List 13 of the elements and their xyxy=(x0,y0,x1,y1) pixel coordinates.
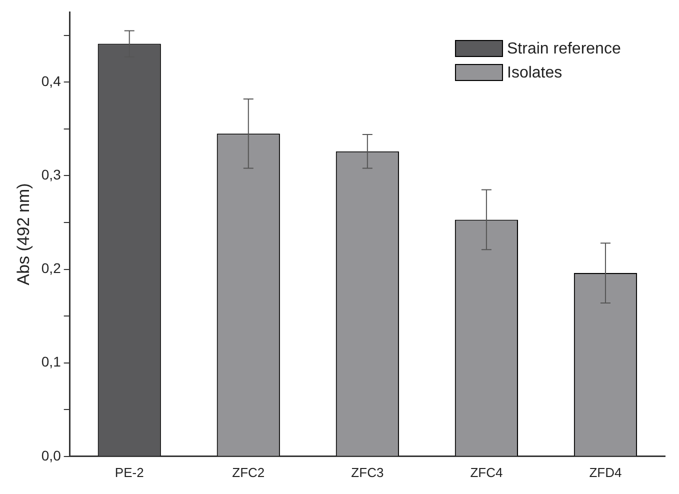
legend-label: Strain reference xyxy=(507,40,621,58)
y-tick-label: 0,1 xyxy=(41,354,62,370)
x-tick-label: ZFC3 xyxy=(351,464,384,480)
x-tick-label: ZFD4 xyxy=(589,464,622,480)
y-tick-label: 0,4 xyxy=(41,73,62,90)
x-tick-label: PE-2 xyxy=(114,464,144,480)
y-tick-label: 0,3 xyxy=(41,166,62,183)
y-tick-label: 0,0 xyxy=(41,447,62,464)
x-tick-label: ZFC2 xyxy=(232,464,265,480)
x-tick-label: ZFC4 xyxy=(470,464,503,480)
y-axis-title: Abs (492 nm) xyxy=(14,183,33,286)
legend-label: Isolates xyxy=(507,64,562,82)
y-tick-label: 0,2 xyxy=(41,260,62,276)
